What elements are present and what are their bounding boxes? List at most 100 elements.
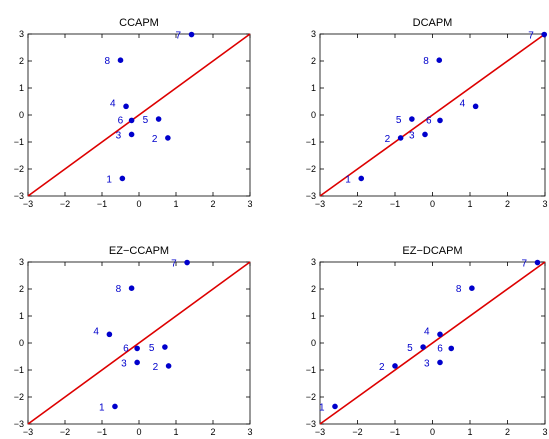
y-tick-label: 2	[19, 284, 24, 294]
data-point-1	[332, 403, 338, 410]
point-label-3: 3	[409, 130, 415, 141]
x-tick-label: −3	[23, 427, 33, 437]
data-point-6	[437, 117, 443, 124]
x-tick-label: 3	[542, 427, 547, 437]
data-point-1	[112, 403, 118, 410]
data-point-7	[541, 31, 548, 38]
y-tick-label: 2	[19, 56, 24, 66]
point-label-1: 1	[106, 174, 112, 185]
y-tick-label: 1	[19, 83, 24, 93]
point-label-8: 8	[456, 284, 462, 295]
y-tick-label: −2	[14, 164, 24, 174]
data-point-5	[409, 116, 415, 122]
point-label-6: 6	[426, 115, 432, 126]
y-tick-label: 1	[19, 311, 24, 321]
x-tick-label: 2	[210, 199, 215, 209]
point-label-4: 4	[110, 98, 116, 109]
point-label-7: 7	[176, 31, 182, 42]
x-tick-label: 0	[136, 427, 141, 437]
point-label-5: 5	[407, 343, 413, 354]
x-tick-label: 1	[173, 199, 178, 209]
point-label-7: 7	[171, 259, 177, 270]
chart-title: DCAPM	[413, 17, 453, 29]
x-tick-label: −2	[352, 427, 362, 437]
point-label-4: 4	[93, 326, 99, 337]
data-point-6	[134, 345, 140, 352]
y-tick-label: −3	[306, 419, 316, 429]
y-tick-label: −3	[14, 419, 24, 429]
y-tick-label: −1	[306, 137, 316, 147]
point-label-3: 3	[116, 130, 122, 141]
y-tick-label: 0	[311, 338, 316, 348]
data-point-1	[358, 175, 365, 182]
x-tick-label: 3	[247, 199, 252, 209]
point-label-7: 7	[522, 259, 528, 270]
data-point-8	[128, 285, 135, 291]
data-point-4	[123, 103, 129, 110]
point-label-4: 4	[424, 326, 430, 337]
x-tick-label: 2	[505, 427, 510, 437]
x-tick-label: −1	[97, 427, 107, 437]
point-label-7: 7	[528, 31, 534, 42]
data-point-2	[392, 363, 398, 369]
x-tick-label: −2	[352, 199, 362, 209]
y-tick-label: −1	[306, 365, 316, 375]
y-tick-label: 0	[311, 110, 316, 120]
point-label-6: 6	[123, 343, 129, 354]
x-tick-label: 3	[542, 199, 547, 209]
point-label-5: 5	[149, 343, 155, 354]
point-label-6: 6	[437, 343, 443, 354]
y-tick-label: 3	[19, 29, 24, 39]
point-label-3: 3	[121, 358, 127, 369]
y-tick-label: 2	[311, 284, 316, 294]
y-tick-label: 2	[311, 56, 316, 66]
point-label-5: 5	[396, 115, 402, 126]
y-tick-label: 1	[311, 83, 316, 93]
y-tick-label: −2	[14, 392, 24, 402]
y-tick-label: 0	[19, 338, 24, 348]
x-tick-label: −1	[390, 427, 400, 437]
data-point-5	[155, 116, 162, 122]
reference-line	[319, 261, 546, 425]
chart-panel-4: EZ−DCAPM −3 −2 −1 0 1 2 3 −3 −2 −1 0 1 2 3 1 2 3 45 6 7 8	[306, 245, 548, 437]
point-label-4: 4	[460, 98, 466, 109]
data-point-3	[437, 359, 443, 366]
point-label-8: 8	[105, 56, 111, 67]
x-tick-label: −1	[390, 199, 400, 209]
data-point-5	[420, 344, 426, 350]
data-point-8	[117, 57, 124, 63]
data-point-7	[184, 259, 190, 266]
x-tick-label: −1	[97, 199, 107, 209]
x-tick-label: 1	[467, 199, 472, 209]
point-label-3: 3	[424, 358, 430, 369]
data-point-7	[188, 31, 195, 38]
data-point-5	[162, 344, 168, 350]
data-point-4	[437, 331, 443, 338]
x-tick-label: 0	[430, 427, 435, 437]
data-point-2	[397, 135, 404, 141]
data-point-4	[472, 103, 479, 110]
y-tick-label: 1	[311, 311, 316, 321]
reference-line	[27, 33, 251, 197]
data-point-8	[436, 57, 443, 63]
x-tick-label: 2	[210, 427, 215, 437]
x-tick-label: −3	[315, 427, 325, 437]
x-tick-label: 2	[505, 199, 510, 209]
y-tick-label: −3	[14, 191, 24, 201]
x-tick-label: 0	[136, 199, 141, 209]
data-point-7	[534, 259, 541, 266]
data-point-3	[128, 131, 135, 138]
data-point-8	[469, 285, 475, 291]
chart-panel-1: CCAPM −3 −2 −1 0 1 2 3 −3 −2 −1 0 1 2 3 1 2 3 4 5 6 7 8	[14, 17, 253, 209]
point-label-6: 6	[118, 115, 124, 126]
data-point-1	[119, 175, 126, 182]
x-tick-label: −2	[60, 199, 70, 209]
data-point-2	[165, 135, 171, 141]
x-tick-label: −3	[315, 199, 325, 209]
point-label-8: 8	[423, 56, 429, 67]
point-label-2: 2	[385, 134, 391, 145]
x-tick-label: 1	[173, 427, 178, 437]
chart-panel-2: DCAPM −3 −2 −1 0 1 2 3 −3 −2 −1 0 1 2 3 1 2 3 4 5 6 7 8	[306, 17, 548, 209]
point-label-1: 1	[319, 402, 325, 413]
